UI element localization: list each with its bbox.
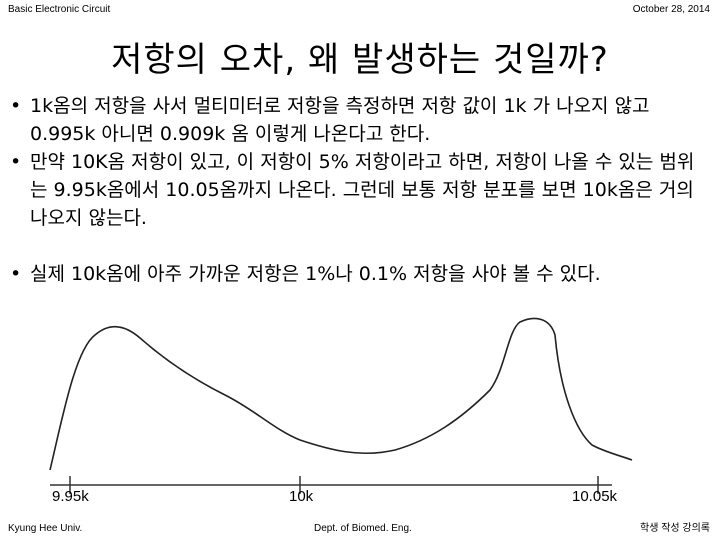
bullet-list: 1k옴의 저항을 사서 멀티미터로 저항을 측정하면 저항 값이 1k 가 나오…: [6, 92, 706, 288]
x-tick-label-3: 10.05k: [572, 488, 618, 505]
x-tick-label-2: 10k: [289, 488, 314, 505]
bullet-item-1: 1k옴의 저항을 사서 멀티미터로 저항을 측정하면 저항 값이 1k 가 나오…: [6, 92, 706, 148]
bullet-item-2: 만약 10K옴 저항이 있고, 이 저항이 5% 저항이라고 하면, 저항이 나…: [6, 148, 706, 232]
footer-department: Dept. of Biomed. Eng.: [314, 523, 412, 534]
x-tick-label-1: 9.95k: [52, 488, 89, 505]
header-date: October 28, 2014: [632, 4, 710, 15]
header-left: Basic Electronic Circuit: [8, 4, 111, 15]
distribution-chart: [49, 317, 633, 494]
distribution-curve: [49, 317, 633, 471]
slide-title: 저항의 오차, 왜 발생하는 것일까?: [111, 40, 609, 80]
footer-university: Kyung Hee Univ.: [8, 523, 83, 534]
footer-note: 학생 작성 강의록: [640, 523, 710, 534]
bullet-item-3: 실제 10k옴에 아주 가까운 저항은 1%나 0.1% 저항을 사야 볼 수 …: [6, 260, 706, 288]
